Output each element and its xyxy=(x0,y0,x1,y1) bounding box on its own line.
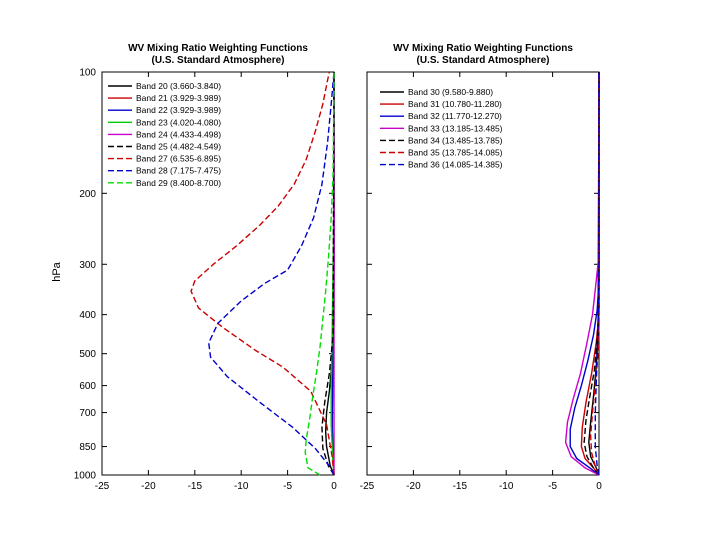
y-tick-label: 300 xyxy=(79,260,96,271)
legend-label: Band 21 (3.929-3.989) xyxy=(136,93,221,103)
y-tick-label: 850 xyxy=(79,442,96,453)
legend-label: Band 34 (13.485-13.785) xyxy=(408,135,503,145)
x-tick-label: 0 xyxy=(596,481,602,492)
legend-label: Band 32 (11.770-12.270) xyxy=(408,111,502,121)
y-tick-label: 200 xyxy=(79,189,96,200)
legend-label: Band 29 (8.400-8.700) xyxy=(136,178,221,188)
series-line xyxy=(304,71,335,476)
y-tick-label: 1000 xyxy=(74,471,97,482)
x-tick-label: -15 xyxy=(188,481,203,492)
y-axis-label: hPa xyxy=(51,261,63,281)
series-line xyxy=(190,71,335,476)
left-panel-title: WV Mixing Ratio Weighting Functions xyxy=(128,43,308,54)
y-tick-label: 600 xyxy=(79,381,96,392)
x-tick-label: -25 xyxy=(95,481,110,492)
x-tick-label: -10 xyxy=(234,481,249,492)
y-tick-label: 100 xyxy=(79,68,96,79)
legend-label: Band 33 (13.185-13.485) xyxy=(408,123,503,133)
legend-label: Band 36 (14.085-14.385) xyxy=(408,160,503,170)
legend-label: Band 25 (4.482-4.549) xyxy=(136,142,221,152)
legend-label: Band 30 (9.580-9.880) xyxy=(408,87,493,97)
legend-label: Band 20 (3.660-3.840) xyxy=(136,81,221,91)
series-line xyxy=(583,72,600,476)
legend-label: Band 27 (6.535-6.895) xyxy=(136,154,221,164)
right-panel-subtitle: (U.S. Standard Atmosphere) xyxy=(417,55,550,66)
x-tick-label: 0 xyxy=(331,481,337,492)
y-tick-label: 500 xyxy=(79,349,96,360)
x-tick-label: -5 xyxy=(283,481,292,492)
right-panel-title: WV Mixing Ratio Weighting Functions xyxy=(393,43,573,54)
left-panel-subtitle: (U.S. Standard Atmosphere) xyxy=(152,55,285,66)
legend-label: Band 23 (4.020-4.080) xyxy=(136,117,221,127)
y-tick-label: 700 xyxy=(79,408,96,419)
right-panel: WV Mixing Ratio Weighting Functions (U.S… xyxy=(360,43,602,492)
x-tick-label: -5 xyxy=(548,481,557,492)
series-line xyxy=(594,72,600,476)
x-tick-label: -20 xyxy=(406,481,421,492)
series-line xyxy=(564,72,600,476)
legend-label: Band 24 (4.433-4.498) xyxy=(136,129,221,139)
y-tick-label: 400 xyxy=(79,310,96,321)
legend-label: Band 28 (7.175-7.475) xyxy=(136,166,221,176)
legend-label: Band 35 (13.785-14.085) xyxy=(408,148,503,158)
series-line xyxy=(569,72,600,476)
x-tick-label: -20 xyxy=(141,481,156,492)
x-tick-label: -10 xyxy=(499,481,514,492)
legend-label: Band 22 (3.929-3.989) xyxy=(136,105,221,115)
series-line xyxy=(207,71,335,476)
left-panel: WV Mixing Ratio Weighting Functions (U.S… xyxy=(74,43,337,492)
x-tick-label: -15 xyxy=(453,481,468,492)
series-line xyxy=(589,72,600,476)
x-tick-label: -25 xyxy=(360,481,375,492)
legend-label: Band 31 (10.780-11.280) xyxy=(408,99,502,109)
